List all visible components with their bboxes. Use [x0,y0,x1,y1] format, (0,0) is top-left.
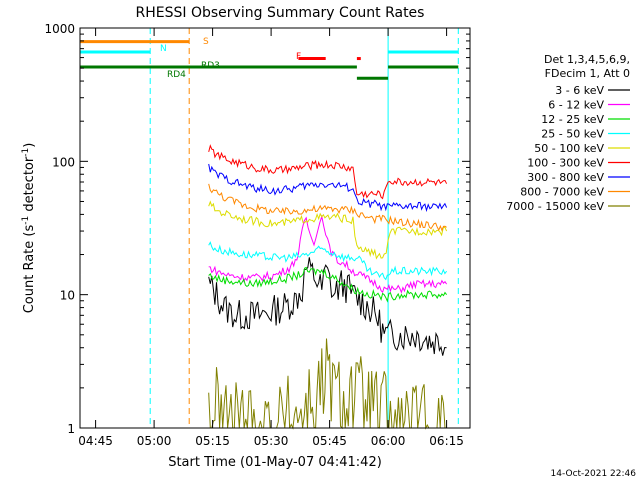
series-line-6 [208,144,448,200]
y-tick-label-0: 1 [67,422,75,436]
legend-label-5: 50 - 100 keV [534,142,604,155]
legend-header-line-2: FDecim 1, Att 0 [545,67,630,80]
plot-area: S N F RD4 RD3 [79,28,459,430]
legend-label-1: 3 - 6 keV [555,84,604,97]
x-tick-label-4: 05:45 [312,434,347,448]
x-axis: 04:45 05:00 05:15 05:30 05:45 06:00 06:15 [78,28,464,448]
x-tick-label-2: 05:15 [195,434,230,448]
series-line-2 [208,214,448,294]
state-label-s: S [203,37,209,47]
series-line-1 [208,257,447,356]
legend-label-6: 100 - 300 keV [527,157,604,170]
legend-label-4: 25 - 50 keV [541,128,604,141]
footer-date: 14-Oct-2021 22:46 [551,469,637,479]
legend-label-3: 12 - 25 keV [541,113,604,126]
series-line-5 [208,200,448,260]
y-tick-label-3: 1000 [44,22,75,36]
legend-label-9: 7000 - 15000 keV [506,200,604,213]
state-label-rd4: RD4 [167,70,186,80]
state-label-n: N [160,44,167,54]
legend-label-2: 6 - 12 keV [548,99,604,112]
legend-header-line-1: Det 1,3,4,5,6,9, [544,53,630,66]
x-tick-label-3: 05:30 [254,434,289,448]
y-axis-label: Count Rate (s-1 detector-1) [21,143,37,314]
series-line-9 [208,338,447,430]
plot-frame [79,27,471,429]
state-label-rd3: RD3 [201,61,220,71]
x-axis-label: Start Time (01-May-07 04:41:42) [168,455,382,470]
y-axis: 1 10 100 1000 [44,22,470,436]
y-tick-label-2: 100 [52,155,75,169]
legend: Det 1,3,4,5,6,9, FDecim 1, Att 0 3 - 6 k… [506,53,630,213]
series-line-4 [208,241,448,281]
series-line-8 [208,183,447,232]
x-tick-label-6: 06:15 [429,434,464,448]
series-line-7 [208,163,448,213]
x-tick-label-0: 04:45 [78,434,113,448]
chart-title: RHESSI Observing Summary Count Rates [136,5,425,21]
legend-label-7: 300 - 800 keV [527,171,604,184]
x-tick-label-5: 06:00 [371,434,406,448]
x-tick-label-1: 05:00 [137,434,172,448]
series-line-3 [208,266,447,303]
y-tick-label-1: 10 [60,289,75,303]
legend-label-8: 800 - 7000 keV [520,186,604,199]
state-label-f: F [296,52,301,62]
